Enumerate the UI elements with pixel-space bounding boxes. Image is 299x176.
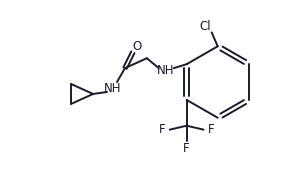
Text: F: F [183, 142, 190, 155]
Text: NH: NH [104, 83, 122, 96]
Text: NH: NH [157, 64, 175, 77]
Text: O: O [132, 40, 141, 53]
Text: Cl: Cl [199, 20, 210, 33]
Text: F: F [208, 123, 215, 136]
Text: F: F [158, 123, 165, 136]
